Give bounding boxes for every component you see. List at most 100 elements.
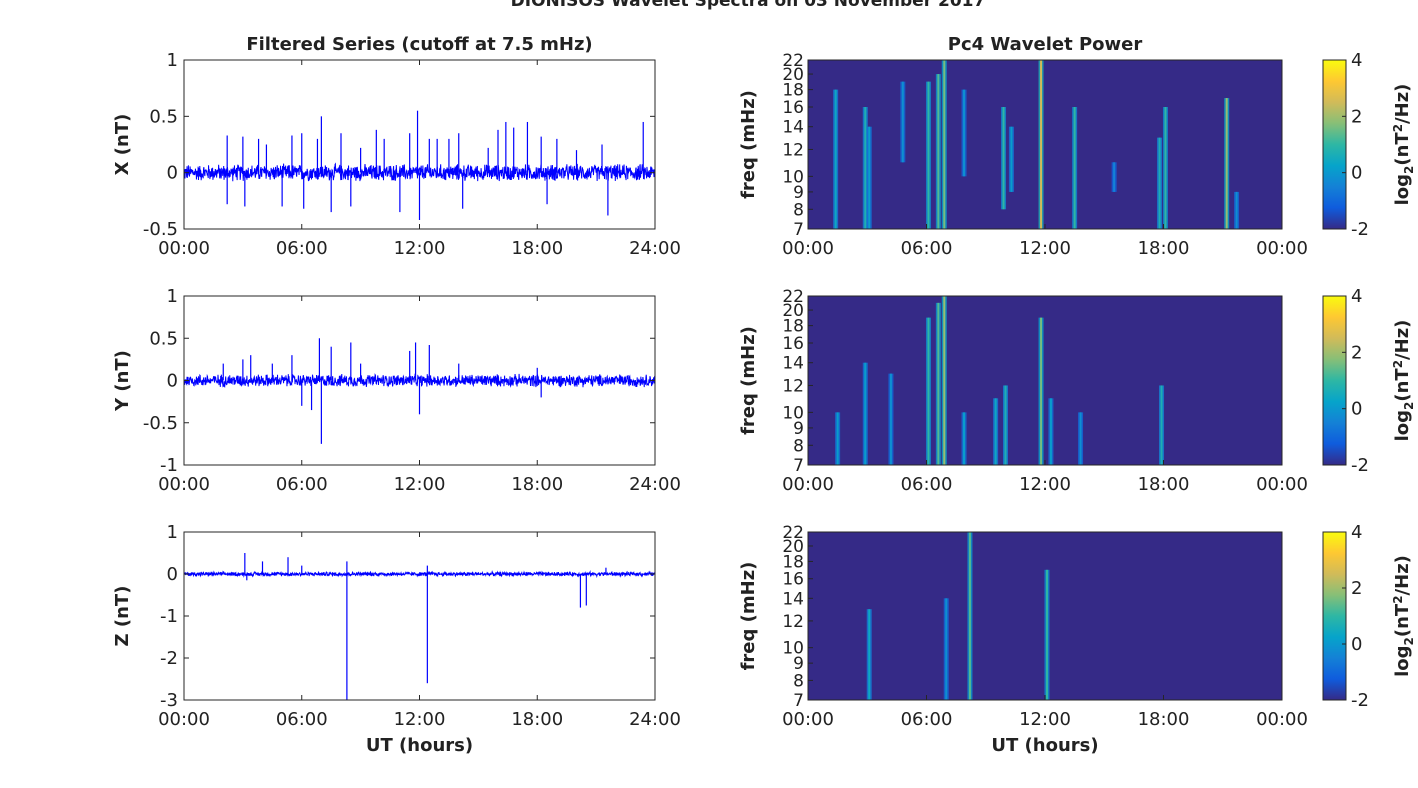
power-burst — [994, 398, 997, 465]
power-burst — [1040, 60, 1043, 229]
power-burst — [868, 609, 871, 700]
y-tick-label: -3 — [160, 690, 178, 711]
colorbar-label-part: (nT — [1392, 368, 1413, 402]
y-axis-label: Z (nT) — [112, 586, 133, 647]
power-burst — [901, 81, 904, 163]
colorbar-label: log2(nT2/Hz) — [1391, 555, 1416, 677]
colorbar-tick-label: 4 — [1351, 522, 1362, 543]
y-tick-label: 9 — [793, 419, 804, 439]
x-tick-label: 12:00 — [394, 474, 446, 495]
y-tick-label: 18 — [782, 552, 804, 572]
x-tick-label: 00:00 — [1256, 709, 1308, 730]
colorbar-tick-label: -2 — [1351, 690, 1369, 711]
y-tick-label: 16 — [782, 334, 804, 354]
power-burst — [864, 362, 867, 465]
y-tick-label: 14 — [782, 118, 804, 138]
y-tick-label: 8 — [793, 671, 804, 691]
power-burst — [868, 126, 871, 229]
y-tick-label: 0.5 — [149, 106, 178, 127]
x-tick-label: 06:00 — [276, 474, 328, 495]
y-tick-label: 0 — [167, 371, 178, 392]
y-tick-label: 18 — [782, 317, 804, 337]
power-burst — [1158, 137, 1161, 229]
y-tick-label: 9 — [793, 654, 804, 674]
x-tick-label: 24:00 — [629, 238, 681, 259]
x-tick-label: 12:00 — [394, 709, 446, 730]
colorbar-tick-label: 0 — [1351, 399, 1362, 420]
y-tick-label: 7 — [793, 220, 804, 240]
colorbar-label-part: 2 — [1402, 637, 1416, 645]
y-tick-label: -2 — [160, 648, 178, 669]
y-tick-label: 7 — [793, 691, 804, 711]
series-trace-group — [184, 553, 655, 700]
y-tick-label: 10 — [782, 167, 804, 187]
x-tick-label: 12:00 — [1019, 474, 1071, 495]
x-tick-label: 06:00 — [901, 474, 953, 495]
x-tick-label: 18:00 — [511, 709, 563, 730]
colorbar-label-part: log — [1392, 645, 1413, 676]
series-trace-group — [184, 110, 655, 220]
y-tick-label: -1 — [160, 606, 178, 627]
y-tick-label: 12 — [782, 376, 804, 396]
y-tick-label: 16 — [782, 570, 804, 590]
time-series-panel: 1 0.5 0 -0.500:00 06:00 12:00 18:00 24:00 X (nT)… — [112, 34, 681, 259]
colorbar-gradient — [1322, 295, 1347, 466]
x-axis-label: UT (hours) — [991, 735, 1098, 756]
power-burst — [1040, 317, 1043, 465]
colorbar-label: log2(nT2/Hz) — [1391, 84, 1416, 206]
power-burst — [889, 373, 892, 465]
time-series-panel: 1 0.5 0 -0.5 -100:00 06:00 12:00 18:00 24:00 Y (n… — [112, 286, 681, 495]
colorbar-label: log2(nT2/Hz) — [1391, 320, 1416, 442]
power-burst — [968, 532, 971, 700]
y-tick-label: 10 — [782, 403, 804, 423]
x-tick-label: 00:00 — [782, 474, 834, 495]
colorbar-label-part: log — [1392, 410, 1413, 441]
y-axis-label: freq (mHz) — [738, 90, 759, 199]
y-tick-label: 22 — [782, 51, 804, 71]
x-tick-label: 00:00 — [782, 238, 834, 259]
burst-group — [835, 296, 1165, 465]
power-burst — [943, 296, 946, 465]
colorbar-tick-label: -2 — [1351, 455, 1369, 476]
power-burst — [864, 106, 867, 229]
y-axis-label: X (nT) — [112, 114, 133, 176]
power-burst — [1113, 162, 1116, 192]
spectrogram-background — [808, 296, 1282, 465]
y-tick-label: 9 — [793, 183, 804, 203]
y-tick-label: 10 — [782, 639, 804, 659]
series-trace-group — [184, 338, 655, 444]
y-tick-label: 16 — [782, 98, 804, 118]
power-burst — [927, 317, 930, 465]
x-tick-label: 06:00 — [901, 709, 953, 730]
colorbar-label-part: /Hz) — [1392, 84, 1413, 124]
x-tick-label: 00:00 — [1256, 238, 1308, 259]
colorbar-tick-label: 4 — [1351, 50, 1362, 71]
y-tick-label: 0.5 — [149, 328, 178, 349]
y-tick-label: 22 — [782, 523, 804, 543]
y-axis-label: freq (mHz) — [738, 326, 759, 435]
power-burst — [1079, 412, 1082, 465]
colorbar-label-part: log — [1392, 174, 1413, 205]
colorbar-label-part: /Hz) — [1392, 320, 1413, 360]
power-burst — [963, 89, 966, 177]
y-tick-label: 8 — [793, 200, 804, 220]
power-burst — [937, 302, 940, 465]
y-tick-label: 20 — [782, 65, 804, 85]
x-tick-label: 18:00 — [1138, 238, 1190, 259]
power-burst — [836, 412, 839, 465]
spectrogram-background — [808, 60, 1282, 229]
x-tick-label: 18:00 — [511, 238, 563, 259]
power-burst — [1010, 126, 1013, 192]
colorbar-tick-label: 2 — [1351, 578, 1362, 599]
x-tick-label: 06:00 — [901, 238, 953, 259]
y-tick-label: 20 — [782, 537, 804, 557]
y-axis-label: Y (nT) — [112, 350, 133, 412]
burst-group — [833, 60, 1240, 229]
y-tick-label: -1 — [160, 455, 178, 476]
power-burst — [1164, 106, 1167, 229]
time-series-panel: 1 0 -1 -2 -300:00 06:00 12:00 18:00 24:00 Z (nT) U… — [112, 522, 681, 756]
